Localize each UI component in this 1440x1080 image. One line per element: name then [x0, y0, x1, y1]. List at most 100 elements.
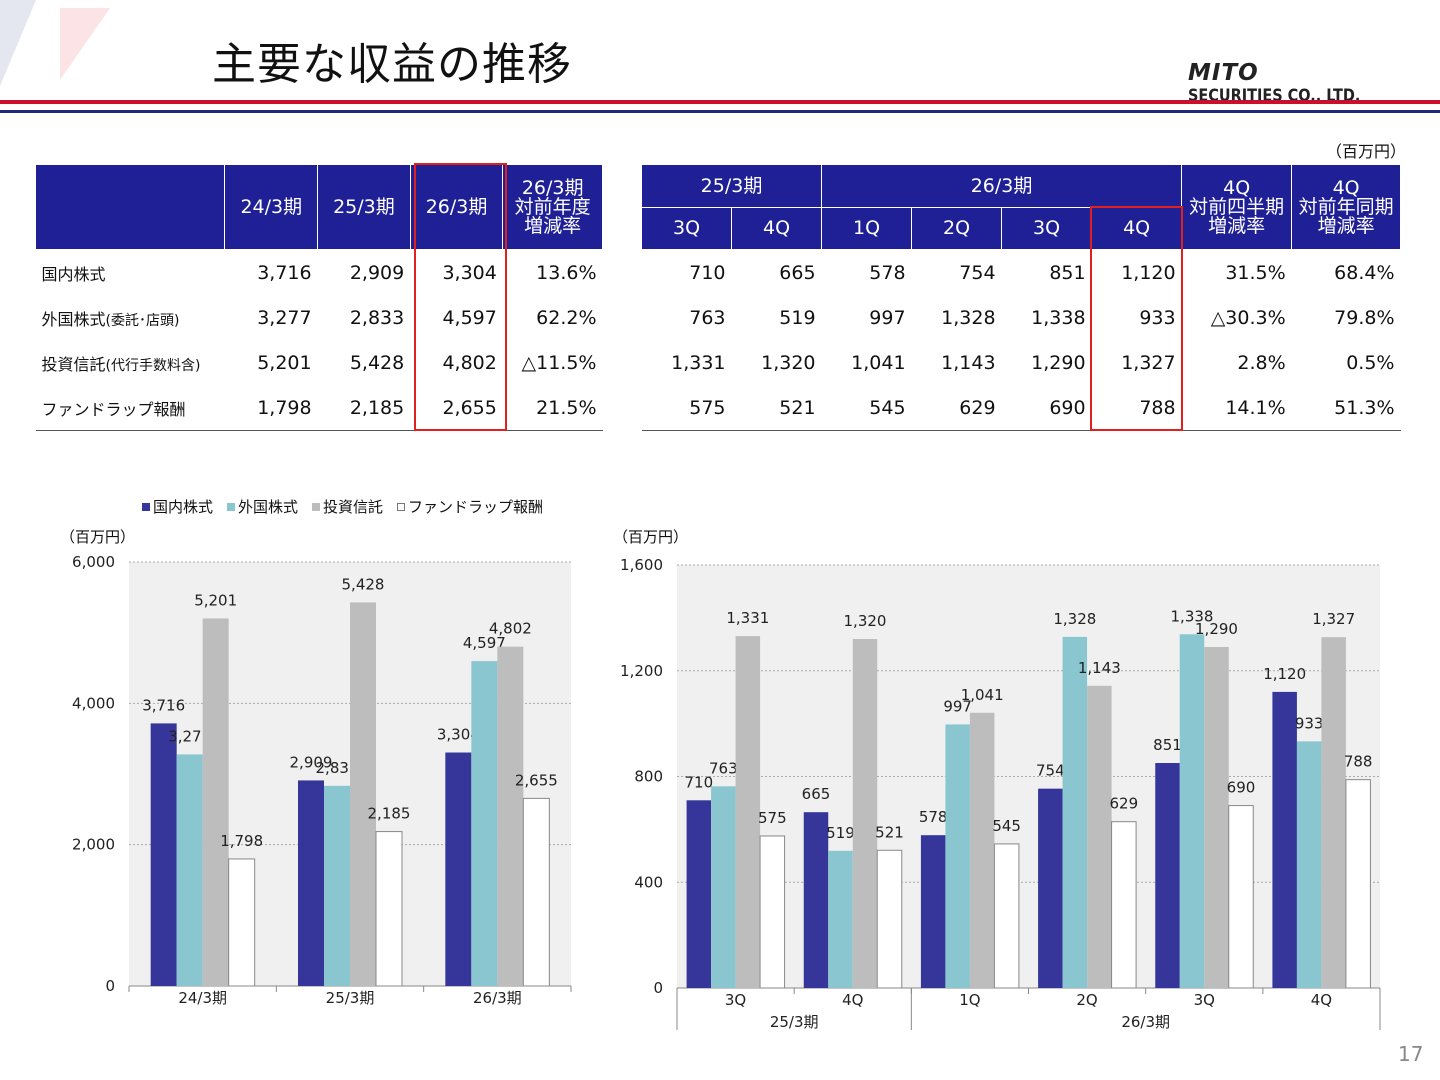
- row-label-sub: (代行手数料含): [105, 357, 201, 374]
- data-label: 788: [1344, 753, 1373, 771]
- group-label: 25/3期: [770, 1013, 819, 1031]
- data-label: 578: [919, 808, 948, 826]
- highlight-q4-column: [1090, 206, 1183, 431]
- bar: [803, 812, 829, 988]
- rate-cell: 68.4%: [1334, 261, 1395, 284]
- table-corner-header: [34, 164, 226, 250]
- col-header-q: 3Q: [1001, 207, 1093, 250]
- data-label: 545: [992, 817, 1021, 835]
- x-tick-label: 25/3期: [326, 989, 375, 1007]
- table-cell: 575: [641, 385, 732, 431]
- bar: [324, 785, 350, 986]
- data-label: 1,331: [726, 609, 769, 627]
- data-label: 2,833: [316, 759, 359, 777]
- bar: [1155, 763, 1180, 988]
- bar: [445, 752, 472, 986]
- row-label: 投資信託(代行手数料含): [36, 340, 225, 385]
- col-header-annual-rate: 26/3期 対前年度 増減率: [502, 164, 603, 250]
- rate-cell: 14.1%: [1181, 385, 1292, 431]
- legend-item: 国内株式: [142, 496, 213, 517]
- data-label: 5,201: [194, 591, 237, 609]
- bar: [1038, 788, 1063, 988]
- data-label: 763: [709, 759, 738, 777]
- table-cell: 2,185: [317, 385, 411, 431]
- table-row: ファンドラップ報酬 1,798 2,185 2,655 21.5%: [35, 385, 603, 431]
- qoq-header-line3: 増減率: [1208, 214, 1266, 237]
- table-cell: 997: [869, 306, 906, 329]
- col-header-fy26-period: 26/3期: [821, 164, 1183, 208]
- legend-label: ファンドラップ報酬: [408, 498, 544, 516]
- legend-item: ファンドラップ報酬: [397, 496, 543, 517]
- x-tick-label: 24/3期: [178, 989, 227, 1007]
- bar: [471, 661, 498, 986]
- col-header-yoy-rate: 4Q 対前年同期 増減率: [1291, 164, 1401, 250]
- data-label: 1,120: [1263, 665, 1306, 683]
- rate-cell: △30.3%: [1210, 306, 1286, 329]
- x-tick-label: 4Q: [842, 991, 863, 1009]
- bar: [852, 639, 878, 988]
- data-label: 2,909: [290, 753, 333, 771]
- bar: [1228, 805, 1254, 989]
- bar: [735, 636, 761, 988]
- bar: [1111, 821, 1137, 989]
- row-label: 国内株式: [36, 250, 225, 296]
- rate-header-line1: 26/3期: [521, 176, 584, 199]
- rate-cell: 51.3%: [1291, 385, 1401, 431]
- col-header-q: 4Q: [731, 207, 823, 250]
- x-tick-label: 3Q: [725, 991, 746, 1009]
- data-label: 1,798: [220, 832, 263, 850]
- legend-item: 外国株式: [227, 496, 298, 517]
- page-title: 主要な収益の推移: [212, 39, 572, 90]
- table-row: 710 665 578 754 851 1,120 31.5% 68.4%: [642, 250, 1401, 296]
- y-tick-label: 0: [653, 979, 663, 997]
- data-label: 754: [1036, 762, 1065, 780]
- y-tick-label: 1,600: [620, 556, 663, 574]
- legend-swatch: [142, 502, 150, 511]
- col-header-q: 1Q: [821, 207, 913, 250]
- bar: [969, 712, 995, 988]
- yoy-header-line1: 4Q: [1332, 176, 1360, 199]
- x-tick-label: 1Q: [959, 991, 980, 1009]
- data-label: 519: [826, 824, 855, 842]
- row-label: ファンドラップ報酬: [35, 385, 225, 431]
- table-cell: 5,201: [257, 351, 312, 374]
- y-tick-label: 6,000: [72, 553, 115, 571]
- table-cell: 933: [1139, 306, 1176, 329]
- y-tick-label: 800: [634, 768, 663, 786]
- y-tick-label: 400: [634, 873, 663, 891]
- data-label: 5,428: [342, 575, 385, 593]
- page-number: 17: [1398, 1042, 1424, 1066]
- yoy-header-line3: 増減率: [1317, 214, 1375, 237]
- col-header-qoq-rate: 4Q 対前四半期 増減率: [1181, 164, 1293, 250]
- bar: [176, 754, 203, 986]
- bar: [1062, 636, 1088, 988]
- header-rule-red: [0, 100, 1440, 104]
- table-cell: 1,120: [1121, 261, 1176, 284]
- data-label: 665: [802, 785, 831, 803]
- rate-cell: 13.6%: [536, 261, 597, 284]
- legend-swatch: [227, 502, 236, 511]
- col-header-fy26: 26/3期: [409, 164, 504, 250]
- row-label-main: 投資信託: [41, 354, 106, 374]
- y-tick-label: 4,000: [72, 694, 115, 712]
- bar: [920, 835, 946, 988]
- row-label-main: 外国株式: [41, 309, 106, 329]
- chart-legend: 国内株式 外国株式 投資信託 ファンドラップ報酬: [142, 496, 543, 517]
- table-row: 763 519 997 1,328 1,338 933 △30.3% 79.8%: [642, 295, 1401, 340]
- table-cell: 754: [959, 261, 996, 284]
- table-row: 国内株式 3,716 2,909 3,304 13.6%: [36, 250, 603, 296]
- y-tick-label: 1,200: [620, 662, 663, 680]
- table-cell: 3,716: [257, 261, 312, 284]
- col-header-fy25-period: 25/3期: [640, 164, 823, 208]
- table-cell: 1,290: [1031, 351, 1086, 374]
- col-header-fy24: 24/3期: [224, 164, 319, 250]
- col-header-q: 3Q: [640, 207, 733, 250]
- rate-cell: 79.8%: [1334, 306, 1395, 329]
- table-cell: 690: [1001, 385, 1092, 431]
- table-row: 投資信託(代行手数料含) 5,201 5,428 4,802 △11.5%: [36, 340, 603, 385]
- table-cell: 788: [1091, 385, 1182, 431]
- data-label: 3,304: [437, 726, 480, 744]
- table-cell: 1,338: [1031, 306, 1086, 329]
- data-label: 3,716: [142, 696, 185, 714]
- data-label: 1,143: [1078, 659, 1121, 677]
